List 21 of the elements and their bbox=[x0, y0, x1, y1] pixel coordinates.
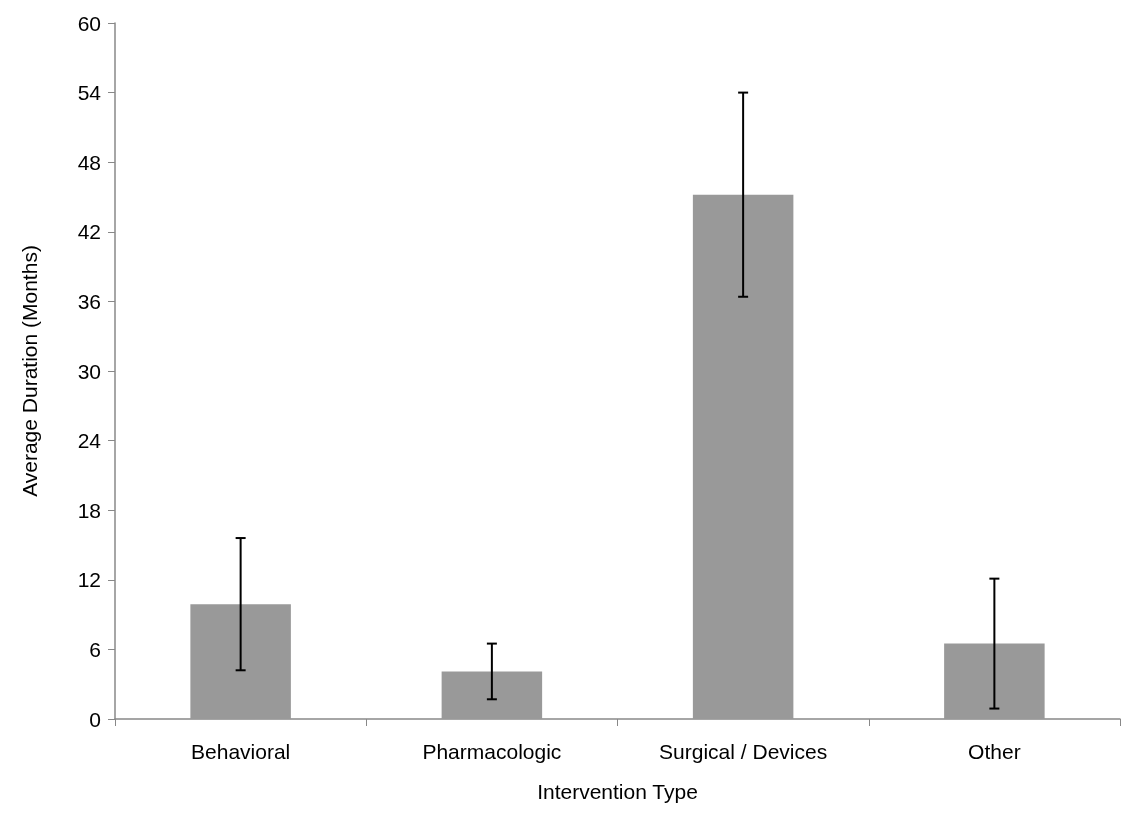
x-tick-label: Behavioral bbox=[191, 740, 291, 763]
bar bbox=[944, 643, 1045, 719]
x-tick-label: Other bbox=[968, 740, 1021, 763]
bar bbox=[190, 604, 291, 719]
y-tick-label: 60 bbox=[77, 11, 101, 35]
y-tick-label: 12 bbox=[77, 568, 101, 592]
y-tick-label: 0 bbox=[89, 707, 101, 731]
y-tick-label: 18 bbox=[77, 498, 101, 522]
y-tick-label: 30 bbox=[77, 359, 101, 383]
bar bbox=[692, 194, 794, 719]
x-tick-label: Pharmacologic bbox=[422, 740, 562, 763]
y-tick-label: 42 bbox=[77, 220, 101, 244]
y-axis-title: Average Duration (Months) bbox=[18, 245, 41, 497]
y-tick-label: 48 bbox=[77, 150, 101, 174]
y-tick-label: 6 bbox=[89, 637, 101, 661]
y-tick-label: 24 bbox=[77, 429, 102, 453]
x-axis-title: Intervention Type bbox=[537, 780, 698, 803]
bar bbox=[441, 671, 543, 719]
y-tick-label: 54 bbox=[77, 81, 102, 105]
x-tick-label: Surgical / Devices bbox=[659, 740, 828, 763]
y-tick-label: 36 bbox=[77, 289, 101, 313]
